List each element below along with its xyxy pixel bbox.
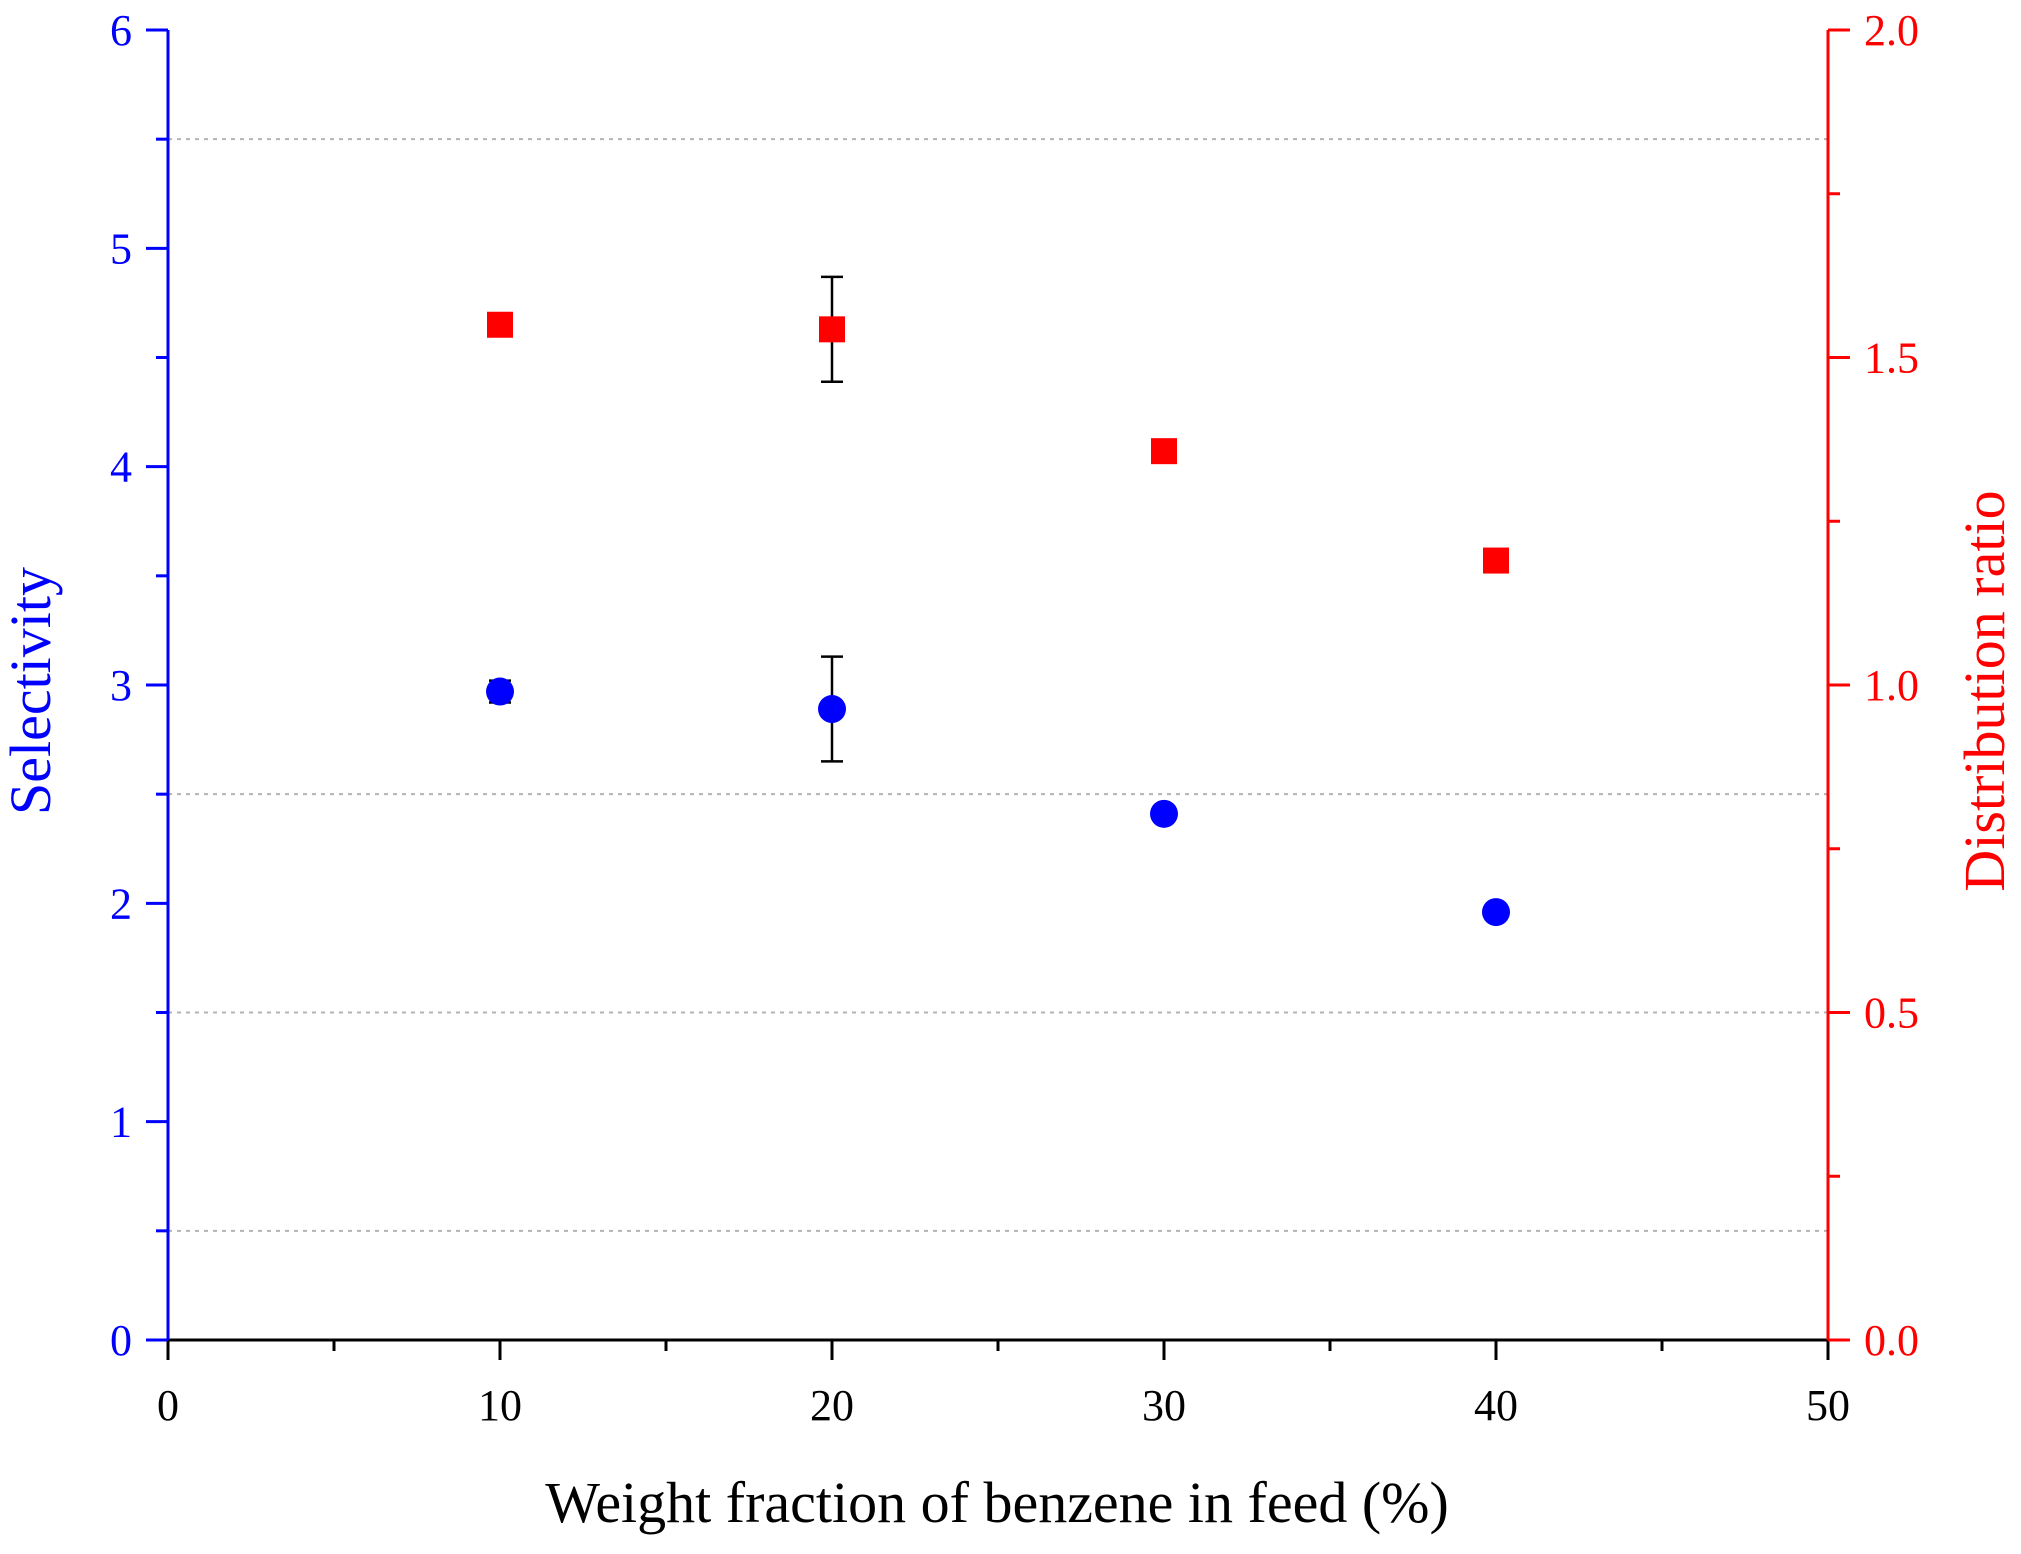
data-point-square <box>487 311 513 338</box>
data-point-square <box>1151 438 1177 465</box>
y-left-tick-label: 4 <box>110 443 132 492</box>
y-right-tick-label: 0.5 <box>1864 989 1919 1038</box>
distribution-ratio-series <box>487 275 1509 574</box>
data-point-circle <box>486 677 514 706</box>
y-left-tick-label: 6 <box>110 6 132 55</box>
y-right-tick-label: 1.0 <box>1864 661 1919 710</box>
axes <box>166 30 1830 1342</box>
y-left-axis-title: Selectivity <box>0 567 63 815</box>
data-point-circle <box>1150 799 1178 828</box>
y-right-tick-label: 1.5 <box>1864 334 1919 383</box>
data-point-square <box>1483 547 1509 574</box>
grid-lines <box>168 138 1828 1232</box>
x-axis-title: Weight fraction of benzene in feed (%) <box>545 1470 1449 1535</box>
y-left-tick-label: 5 <box>110 224 132 273</box>
y-right-axis-title: Distribution ratio <box>1952 490 2017 891</box>
y-right-tick-label: 0.0 <box>1864 1316 1919 1365</box>
selectivity-series <box>486 655 1510 927</box>
data-point-circle <box>1482 898 1510 927</box>
y-right-tick-label: 2.0 <box>1864 6 1919 55</box>
axis-ticks: 0 10 20 30 40 50 0 1 2 3 4 5 6 0.0 0.5 1.0 1.5 2.0 <box>110 6 1919 1430</box>
y-left-tick-label: 1 <box>110 1098 132 1147</box>
y-left-tick-label: 0 <box>110 1316 132 1365</box>
data-point-square <box>819 316 845 343</box>
x-tick-label: 20 <box>810 1381 854 1430</box>
x-tick-label: 30 <box>1142 1381 1186 1430</box>
y-left-tick-label: 3 <box>110 661 132 710</box>
x-tick-label: 0 <box>157 1381 179 1430</box>
x-tick-label: 10 <box>478 1381 522 1430</box>
data-series <box>486 275 1510 927</box>
x-tick-label: 50 <box>1806 1381 1850 1430</box>
x-tick-label: 40 <box>1474 1381 1518 1430</box>
y-left-tick-label: 2 <box>110 879 132 928</box>
data-point-circle <box>818 695 846 724</box>
